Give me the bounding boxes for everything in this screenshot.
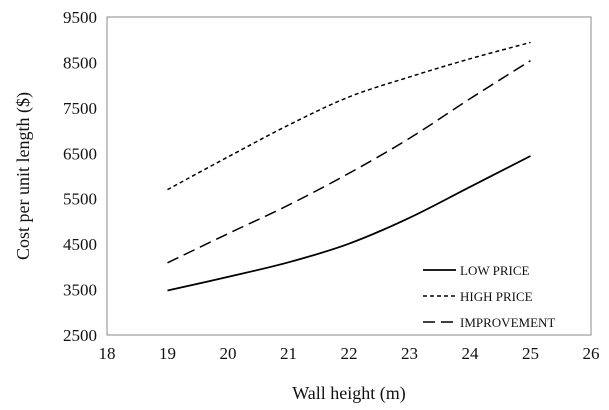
legend: LOW PRICE HIGH PRICE IMPROVEMENT [423, 263, 555, 330]
x-tick-label: 19 [159, 344, 176, 363]
y-tick-label: 4500 [63, 235, 97, 254]
y-tick-label: 3500 [63, 281, 97, 300]
y-axis-tick-labels: 2500 3500 4500 5500 6500 7500 8500 9500 [63, 8, 97, 345]
x-tick-label: 24 [462, 344, 480, 363]
y-tick-label: 9500 [63, 8, 97, 27]
x-tick-label: 26 [583, 344, 600, 363]
x-tick-label: 18 [99, 344, 116, 363]
series-line-high-price [167, 41, 531, 191]
plot-area-frame [106, 16, 592, 336]
legend-label-low-price: LOW PRICE [460, 263, 530, 278]
legend-label-high-price: HIGH PRICE [460, 289, 533, 304]
y-axis-title: Cost per unit length ($) [13, 92, 34, 260]
y-tick-label: 8500 [63, 53, 97, 72]
x-tick-label: 23 [401, 344, 418, 363]
x-tick-label: 20 [220, 344, 237, 363]
x-tick-label: 22 [341, 344, 358, 363]
legend-label-improvement: IMPROVEMENT [460, 315, 555, 330]
x-tick-label: 25 [522, 344, 539, 363]
x-axis-tick-labels: 18 19 20 21 22 23 24 25 26 [99, 344, 600, 363]
y-tick-label: 2500 [63, 326, 97, 345]
y-tick-label: 7500 [63, 99, 97, 118]
y-tick-label: 6500 [63, 144, 97, 163]
y-tick-label: 5500 [63, 190, 97, 209]
x-axis-title: Wall height (m) [292, 383, 406, 404]
series-lines [167, 41, 531, 292]
series-line-low-price [167, 155, 531, 292]
x-tick-label: 21 [280, 344, 297, 363]
series-line-improvement [167, 59, 531, 264]
